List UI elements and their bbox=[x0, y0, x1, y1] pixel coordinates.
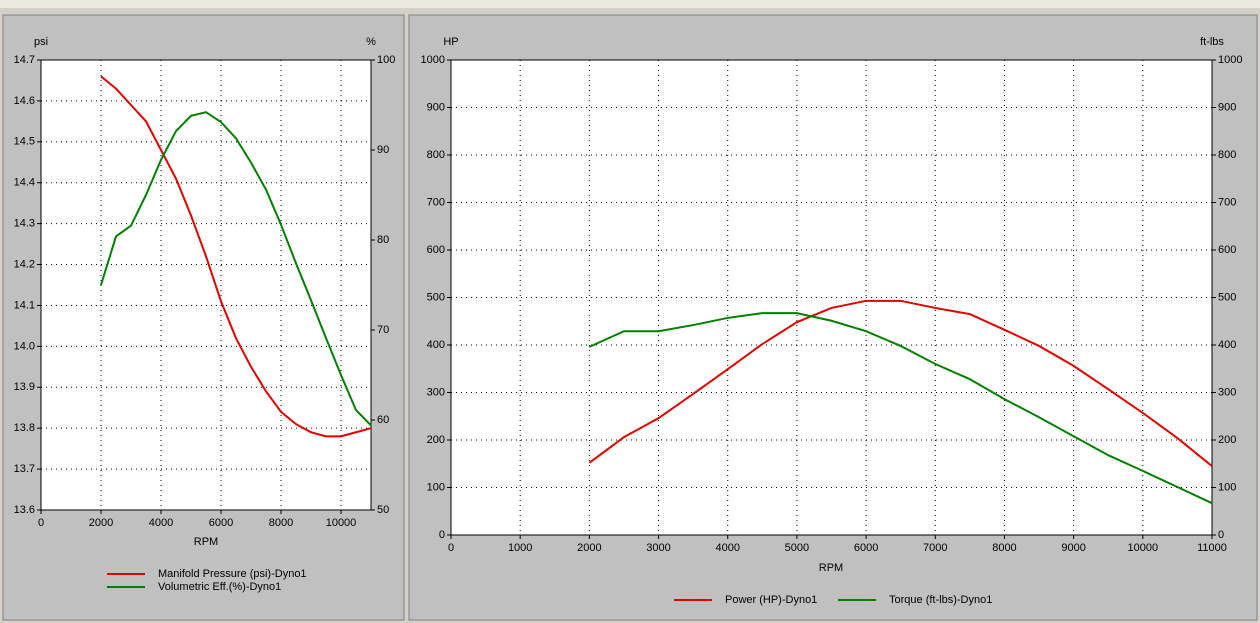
y-tick-label: 13.6 bbox=[14, 504, 35, 516]
legend-label: Power (HP)-Dyno1 bbox=[725, 594, 817, 606]
y-axis-label: HP bbox=[443, 36, 458, 48]
series-line bbox=[100, 75, 372, 438]
series-line bbox=[588, 299, 1213, 467]
x-tick-label: 6000 bbox=[854, 542, 878, 554]
y2-tick-label: 70 bbox=[377, 324, 389, 336]
y2-tick-label: 900 bbox=[1218, 101, 1236, 113]
x-tick-label: 8000 bbox=[269, 517, 293, 529]
y2-tick-label: 200 bbox=[1218, 434, 1236, 446]
x-axis-label: RPM bbox=[819, 562, 843, 574]
y-tick-label: 400 bbox=[427, 339, 445, 351]
x-tick-label: 8000 bbox=[992, 542, 1016, 554]
series-line bbox=[588, 312, 1213, 505]
y2-tick-label: 50 bbox=[377, 504, 389, 516]
series-line bbox=[100, 111, 372, 427]
y2-tick-label: 0 bbox=[1218, 529, 1224, 541]
y-tick-label: 13.9 bbox=[14, 381, 35, 393]
x-tick-label: 2000 bbox=[577, 542, 601, 554]
x-tick-label: 0 bbox=[38, 517, 44, 529]
legend-label: Torque (ft-lbs)-Dyno1 bbox=[889, 594, 992, 606]
y2-tick-label: 600 bbox=[1218, 244, 1236, 256]
y-tick-label: 800 bbox=[427, 149, 445, 161]
y2-tick-label: 90 bbox=[377, 144, 389, 156]
x-tick-label: 0 bbox=[448, 542, 454, 554]
x-tick-label: 4000 bbox=[149, 517, 173, 529]
y2-tick-label: 800 bbox=[1218, 149, 1236, 161]
x-tick-label: 10000 bbox=[1128, 542, 1159, 554]
y2-tick-label: 700 bbox=[1218, 196, 1236, 208]
y-tick-label: 13.8 bbox=[14, 422, 35, 434]
x-tick-label: 2000 bbox=[89, 517, 113, 529]
y-tick-label: 700 bbox=[427, 196, 445, 208]
y2-tick-label: 400 bbox=[1218, 339, 1236, 351]
y2-tick-label: 60 bbox=[377, 414, 389, 426]
y-tick-label: 100 bbox=[427, 481, 445, 493]
y-tick-label: 500 bbox=[427, 291, 445, 303]
x-axis-label: RPM bbox=[194, 536, 218, 548]
y-tick-label: 13.7 bbox=[14, 463, 35, 475]
x-tick-label: 5000 bbox=[785, 542, 809, 554]
x-tick-label: 9000 bbox=[1061, 542, 1085, 554]
y-axis-label: psi bbox=[34, 36, 48, 48]
y-tick-label: 14.7 bbox=[14, 54, 35, 66]
y-tick-label: 900 bbox=[427, 101, 445, 113]
y-tick-label: 14.1 bbox=[14, 299, 35, 311]
y2-tick-label: 300 bbox=[1218, 386, 1236, 398]
y-tick-label: 14.2 bbox=[14, 258, 35, 270]
y-tick-label: 1000 bbox=[421, 54, 445, 66]
x-tick-label: 7000 bbox=[923, 542, 947, 554]
y-tick-label: 14.0 bbox=[14, 340, 35, 352]
y2-axis-label: ft-lbs bbox=[1200, 36, 1224, 48]
y-tick-label: 14.6 bbox=[14, 95, 35, 107]
x-tick-label: 11000 bbox=[1197, 542, 1227, 554]
plot-area bbox=[40, 59, 372, 511]
y-tick-label: 300 bbox=[427, 386, 445, 398]
y2-tick-label: 500 bbox=[1218, 291, 1236, 303]
y2-tick-label: 1000 bbox=[1218, 54, 1242, 66]
x-tick-label: 1000 bbox=[508, 542, 532, 554]
y-tick-label: 600 bbox=[427, 244, 445, 256]
x-tick-label: 4000 bbox=[715, 542, 739, 554]
legend-label: Volumetric Eff.(%)-Dyno1 bbox=[158, 581, 281, 593]
y-tick-label: 0 bbox=[439, 529, 445, 541]
y-tick-label: 200 bbox=[427, 434, 445, 446]
y2-tick-label: 100 bbox=[377, 54, 395, 66]
y2-tick-label: 80 bbox=[377, 234, 389, 246]
y2-tick-label: 100 bbox=[1218, 481, 1236, 493]
top-strip bbox=[0, 0, 1260, 8]
x-tick-label: 10000 bbox=[326, 517, 357, 529]
x-tick-label: 6000 bbox=[209, 517, 233, 529]
legend-label: Manifold Pressure (psi)-Dyno1 bbox=[158, 568, 307, 580]
y-tick-label: 14.5 bbox=[14, 136, 35, 148]
y-tick-label: 14.4 bbox=[14, 177, 35, 189]
y2-axis-label: % bbox=[366, 36, 376, 48]
y-tick-label: 14.3 bbox=[14, 218, 35, 230]
x-tick-label: 3000 bbox=[646, 542, 670, 554]
